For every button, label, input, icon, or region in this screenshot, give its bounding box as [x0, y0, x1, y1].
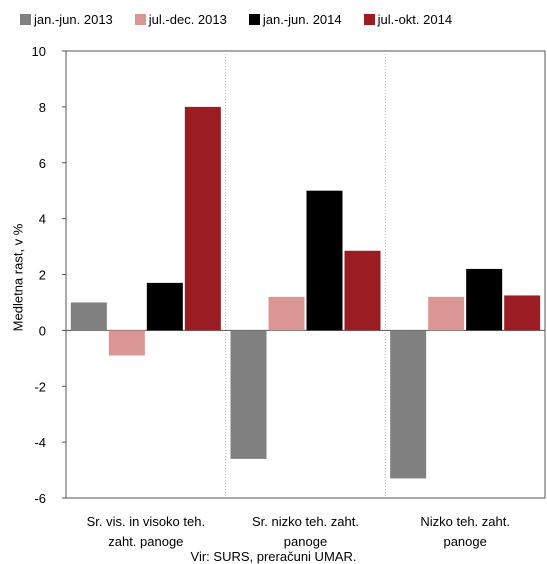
x-category-label: Nizko teh. zaht. [420, 514, 510, 529]
x-category-label: Sr. vis. in visoko teh. [87, 514, 206, 529]
bar [344, 250, 381, 331]
bar [306, 190, 343, 331]
bar [428, 296, 465, 331]
y-tick-label: 0 [39, 323, 46, 338]
y-tick-label: 6 [39, 156, 46, 171]
y-tick-label: -4 [34, 435, 46, 450]
bar [466, 268, 503, 331]
bar [70, 302, 107, 331]
y-tick-label: -2 [34, 379, 46, 394]
y-tick-label: 8 [39, 100, 46, 115]
x-category-label: panoge [284, 534, 327, 549]
bar [230, 330, 267, 459]
legend-item-1: jan.-jun. 2013 [20, 12, 113, 27]
bar [504, 295, 541, 331]
y-tick-label: 2 [39, 268, 46, 283]
legend-item-2: jul.-dec. 2013 [134, 12, 227, 27]
legend-swatch-4 [363, 14, 375, 25]
y-tick-label: -6 [34, 491, 46, 506]
legend-swatch-1 [20, 14, 31, 25]
x-category-label: panoge [443, 534, 486, 549]
bar [184, 106, 221, 331]
legend-label-2: jul.-dec. 2013 [148, 12, 227, 27]
bar [108, 330, 145, 356]
legend-item-3: jan.-jun. 2014 [248, 12, 342, 27]
legend-swatch-2 [134, 14, 146, 25]
chart-legend: jan.-jun. 2013 jul.-dec. 2013 jan.-jun. … [20, 12, 452, 27]
x-category-label: Sr. nizko teh. zaht. [252, 514, 359, 529]
legend-label-1: jan.-jun. 2013 [34, 12, 113, 27]
bar [390, 330, 427, 479]
legend-label-4: jul.-okt. 2014 [377, 12, 453, 27]
y-tick-label: 10 [32, 44, 46, 59]
bar [268, 296, 305, 331]
x-category-label: zaht. panoge [108, 534, 183, 549]
legend-label-3: jan.-jun. 2014 [262, 12, 342, 27]
legend-swatch-3 [248, 14, 260, 25]
legend-item-4: jul.-okt. 2014 [363, 12, 453, 27]
bar [146, 282, 183, 331]
y-tick-label: 4 [39, 212, 46, 227]
source-note: Vir: SURS, preračuni UMAR. [190, 549, 357, 564]
